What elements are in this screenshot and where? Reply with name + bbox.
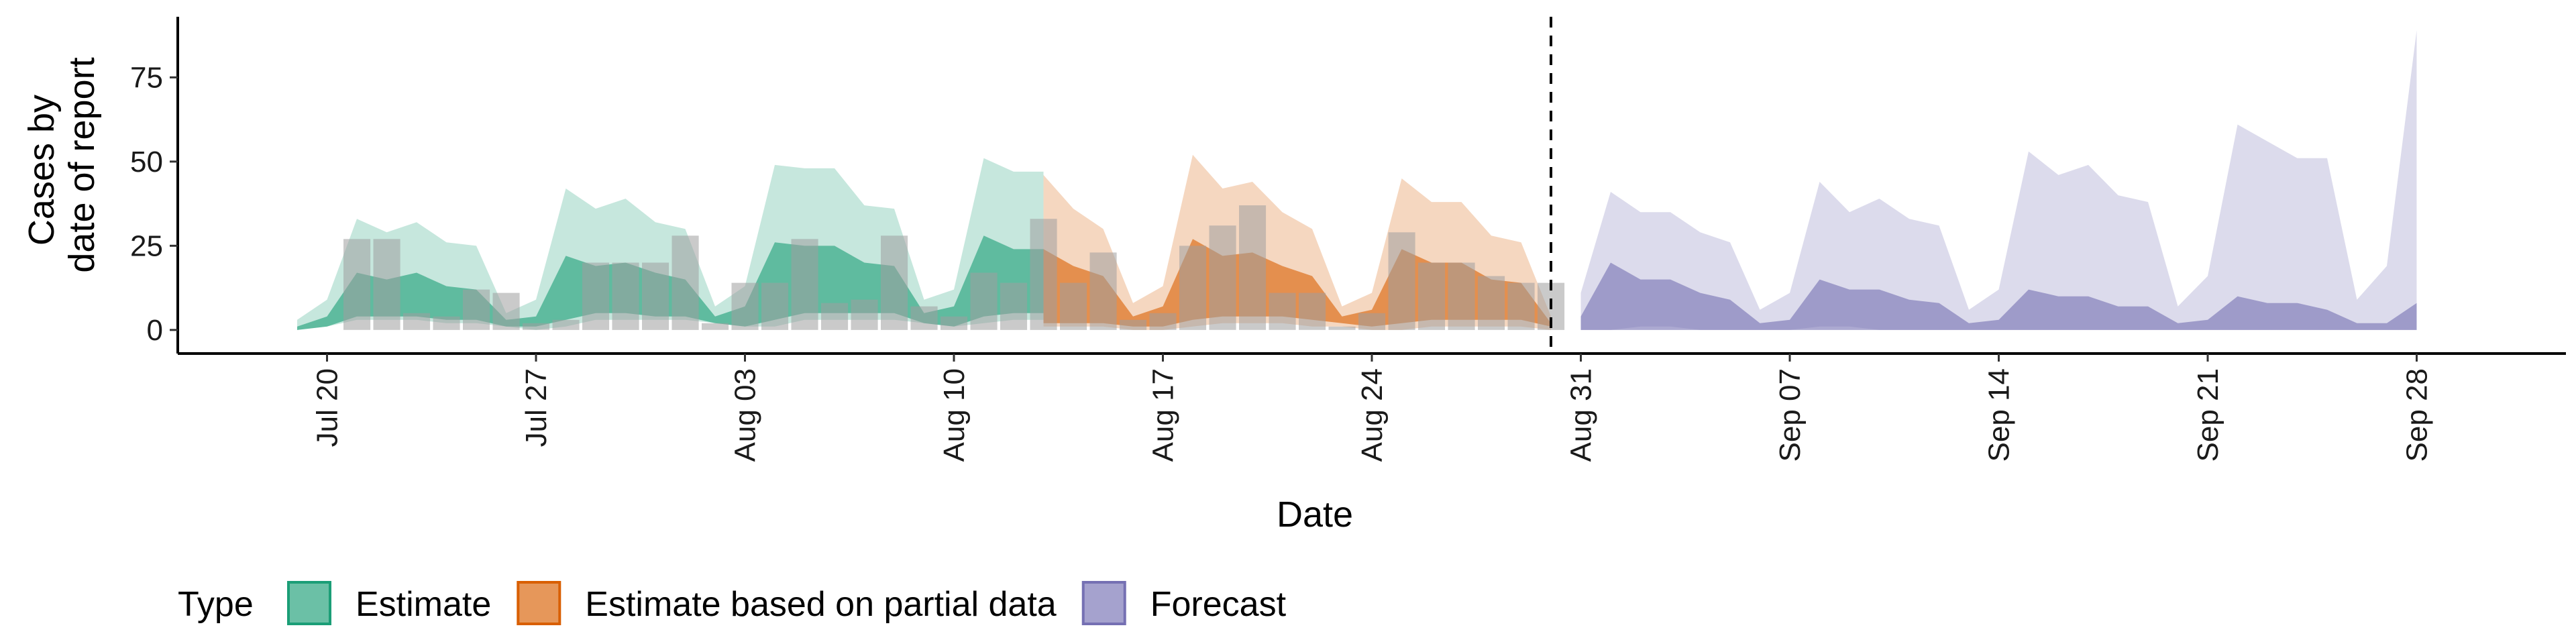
case-bar bbox=[433, 316, 460, 330]
x-tick-label: Sep 21 bbox=[2192, 368, 2224, 462]
x-tick-label: Jul 20 bbox=[311, 368, 344, 447]
case-bar bbox=[612, 262, 639, 330]
case-bar bbox=[731, 282, 759, 330]
case-bar bbox=[970, 272, 998, 330]
x-tick-label: Sep 14 bbox=[1983, 368, 2016, 462]
case-bar bbox=[1328, 326, 1356, 330]
case-bar bbox=[1089, 252, 1117, 330]
case-bar bbox=[881, 235, 908, 330]
legend-swatch bbox=[287, 581, 331, 625]
bars-layer bbox=[343, 205, 1565, 330]
case-bar bbox=[1149, 313, 1177, 330]
x-tick-label: Aug 10 bbox=[938, 368, 971, 462]
case-bar bbox=[702, 323, 729, 330]
legend-label: Estimate based on partial data bbox=[585, 585, 1057, 624]
x-tick-label: Aug 31 bbox=[1565, 368, 1598, 462]
case-bar bbox=[523, 323, 550, 330]
case-bar bbox=[1179, 246, 1207, 330]
case-bar bbox=[403, 313, 431, 330]
legend-label: Estimate bbox=[356, 585, 491, 624]
x-tick-label: Jul 27 bbox=[520, 368, 553, 447]
case-bar bbox=[821, 303, 849, 330]
case-bar bbox=[941, 316, 968, 330]
legend-swatch bbox=[1081, 581, 1126, 625]
case-bar bbox=[1478, 276, 1505, 330]
y-axis-title-line-2: date of report bbox=[62, 57, 102, 272]
case-bar bbox=[1269, 292, 1296, 330]
case-bar bbox=[672, 235, 699, 330]
case-bar bbox=[1299, 292, 1326, 330]
case-bar bbox=[910, 306, 938, 330]
y-axis-title: Cases by date of report bbox=[21, 57, 102, 272]
case-bar bbox=[463, 289, 490, 330]
case-bar bbox=[1120, 319, 1147, 330]
legend: Type Estimate Estimate based on partial d… bbox=[178, 581, 1287, 625]
case-bar bbox=[1388, 232, 1415, 330]
case-bar bbox=[761, 282, 789, 330]
case-bar bbox=[373, 239, 400, 330]
legend-swatch bbox=[517, 581, 561, 625]
case-bar bbox=[642, 262, 669, 330]
x-tick-label: Aug 24 bbox=[1356, 368, 1389, 462]
case-bar bbox=[582, 262, 610, 330]
x-tick-label: Aug 03 bbox=[729, 368, 762, 462]
x-axis-title: Date bbox=[1277, 494, 1353, 535]
case-bar bbox=[492, 292, 520, 330]
x-tick-label: Aug 17 bbox=[1147, 368, 1180, 462]
y-tick-label: 25 bbox=[130, 229, 163, 262]
case-bar bbox=[1358, 313, 1386, 330]
forecast-inner-band bbox=[1580, 262, 2417, 330]
y-axis-title-line-1: Cases by bbox=[21, 95, 62, 246]
x-tick-label: Sep 07 bbox=[1774, 368, 1807, 462]
y-tick-label: 50 bbox=[130, 146, 163, 178]
case-bar bbox=[1000, 282, 1028, 330]
case-bar bbox=[1448, 262, 1475, 330]
case-bar bbox=[1209, 225, 1236, 330]
y-tick-label: 0 bbox=[147, 314, 163, 347]
legend-title: Type bbox=[178, 585, 254, 624]
case-bar bbox=[343, 239, 371, 330]
case-bar bbox=[1060, 282, 1087, 330]
legend-label: Forecast bbox=[1150, 585, 1287, 624]
case-bar bbox=[791, 239, 818, 330]
x-tick-label: Sep 28 bbox=[2401, 368, 2434, 462]
case-bar bbox=[1030, 219, 1057, 330]
case-bar bbox=[851, 299, 878, 330]
ticks-layer: 0 25 50 75 Jul 20 Jul 27 Aug 03 Aug 10 Aug 17 Aug… bbox=[130, 61, 2433, 462]
case-bar bbox=[1418, 262, 1446, 330]
case-bar bbox=[1507, 282, 1535, 330]
case-bar bbox=[1239, 205, 1267, 330]
y-tick-label: 75 bbox=[130, 61, 163, 94]
forecast-outer-band bbox=[1580, 30, 2417, 330]
case-bar bbox=[552, 319, 580, 330]
